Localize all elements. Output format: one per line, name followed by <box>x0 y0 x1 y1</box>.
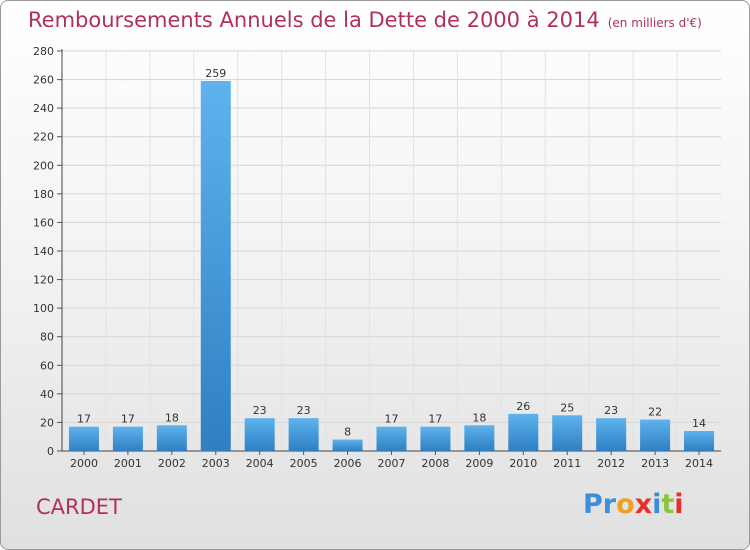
y-tick-label: 60 <box>40 359 54 372</box>
data-label: 25 <box>560 401 574 414</box>
logo-letter: t <box>661 489 675 520</box>
bar-2011 <box>552 415 583 451</box>
bars <box>68 81 715 451</box>
y-tick-label: 80 <box>40 331 54 344</box>
x-tick-label: 2004 <box>246 457 274 470</box>
y-tick-label: 180 <box>33 188 54 201</box>
data-label: 18 <box>165 411 179 424</box>
logo-letter: o <box>616 489 635 520</box>
bar-2002 <box>156 425 187 451</box>
bar-2014 <box>684 431 715 451</box>
town-name: CARDET <box>36 495 122 519</box>
data-label: 23 <box>604 404 618 417</box>
logo-letter: i <box>674 489 684 520</box>
y-tick-label: 140 <box>33 245 54 258</box>
data-label: 14 <box>692 417 706 430</box>
bar-2013 <box>640 419 671 451</box>
logo-letter: x <box>634 489 653 520</box>
bar-2012 <box>596 418 627 451</box>
bar-2006 <box>332 439 363 451</box>
x-tick-label: 2012 <box>597 457 625 470</box>
logo-letter: P <box>583 489 603 520</box>
data-label: 17 <box>385 413 399 426</box>
data-label: 26 <box>516 400 530 413</box>
x-tick-label: 2009 <box>465 457 493 470</box>
x-tick-label: 2014 <box>685 457 713 470</box>
y-tick-label: 200 <box>33 159 54 172</box>
x-tick-label: 2001 <box>114 457 142 470</box>
y-tick-label: 280 <box>33 45 54 58</box>
y-tick-label: 260 <box>33 74 54 87</box>
x-tick-label: 2002 <box>158 457 186 470</box>
data-labels: 17 17 18 259 23 23 8 17 17 18 26 25 23 22 14 <box>77 67 706 439</box>
chart-title: Remboursements Annuels de la Dette de 20… <box>28 8 702 32</box>
y-tick-label: 220 <box>33 131 54 144</box>
bar-2000 <box>68 426 99 451</box>
x-tick-label: 2010 <box>509 457 537 470</box>
x-tick-label: 2003 <box>202 457 230 470</box>
bar-2007 <box>376 426 407 451</box>
bar-2005 <box>288 418 319 451</box>
proxiti-logo: Proxiti <box>583 489 684 520</box>
data-label: 17 <box>121 413 135 426</box>
bar-2001 <box>112 426 143 451</box>
bar-2003 <box>200 81 231 451</box>
data-label: 259 <box>205 67 226 80</box>
logo-letter: i <box>652 489 662 520</box>
x-tick-label: 2008 <box>421 457 449 470</box>
bar-2010 <box>508 413 539 451</box>
logo-letter: r <box>602 489 617 520</box>
y-tick-label: 160 <box>33 216 54 229</box>
data-label: 23 <box>297 404 311 417</box>
x-tick-label: 2007 <box>378 457 406 470</box>
data-label: 18 <box>472 411 486 424</box>
y-tick-label: 100 <box>33 302 54 315</box>
data-label: 8 <box>344 426 351 439</box>
data-label: 17 <box>428 413 442 426</box>
y-tick-label: 120 <box>33 274 54 287</box>
x-tick-label: 2000 <box>70 457 98 470</box>
data-label: 22 <box>648 406 662 419</box>
x-tick-label: 2005 <box>290 457 318 470</box>
y-tick-label: 20 <box>40 416 54 429</box>
y-tick-label: 240 <box>33 102 54 115</box>
y-tick-label: 0 <box>47 445 54 458</box>
bar-2008 <box>420 426 451 451</box>
x-tick-label: 2011 <box>553 457 581 470</box>
grid-lines <box>62 50 721 452</box>
x-tick-label: 2006 <box>334 457 362 470</box>
x-tick-label: 2013 <box>641 457 669 470</box>
chart-unit: (en milliers d'€) <box>607 16 702 30</box>
axes: 0 20 40 60 80 100 120 140 160 180 200 220 240 260 280 2… <box>33 45 721 470</box>
data-label: 17 <box>77 413 91 426</box>
chart-title-text: Remboursements Annuels de la Dette de 20… <box>28 8 600 32</box>
bar-2009 <box>464 425 495 451</box>
bar-2004 <box>244 418 275 451</box>
y-tick-label: 40 <box>40 388 54 401</box>
data-label: 23 <box>253 404 267 417</box>
